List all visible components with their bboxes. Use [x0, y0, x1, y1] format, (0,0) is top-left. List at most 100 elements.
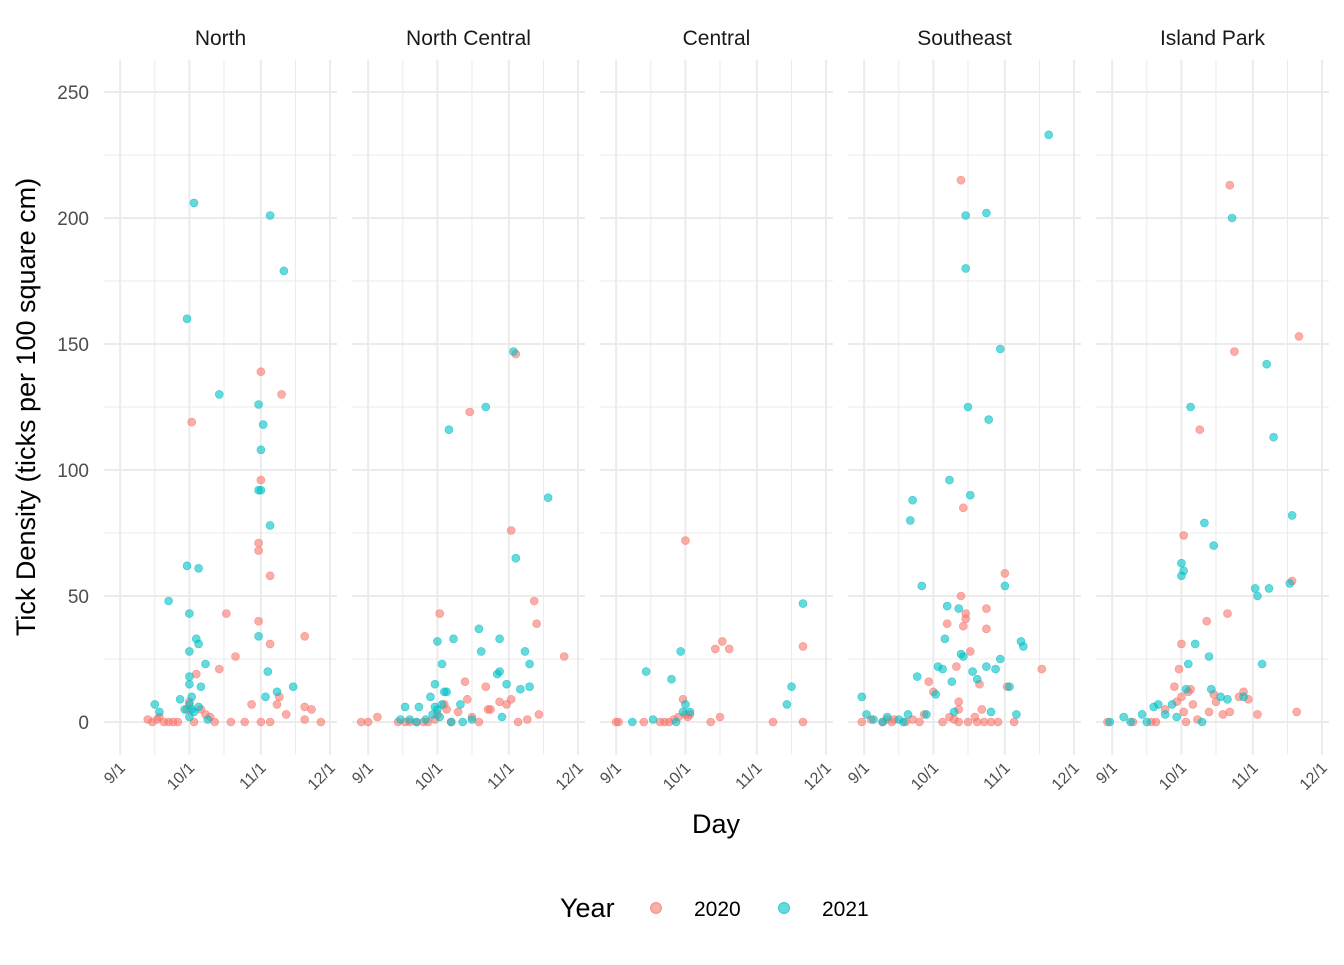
data-point: [961, 211, 971, 220]
data-point: [1186, 402, 1195, 412]
data-point: [857, 717, 867, 727]
data-point: [265, 717, 275, 727]
data-point: [1177, 692, 1186, 702]
data-point: [261, 692, 270, 702]
data-point: [1230, 347, 1239, 356]
data-point: [1209, 541, 1218, 550]
x-tick-label: 11/1: [732, 760, 765, 793]
data-point: [254, 616, 263, 626]
data-point: [954, 697, 964, 707]
data-point: [912, 672, 922, 681]
data-point: [194, 639, 203, 649]
data-point: [984, 415, 994, 424]
data-point: [938, 664, 947, 674]
data-point: [256, 717, 266, 727]
data-point: [194, 702, 203, 712]
data-point: [798, 642, 808, 651]
data-point: [534, 710, 544, 719]
facet-strip-label: Southeast: [917, 27, 1012, 50]
data-point: [899, 717, 908, 727]
data-point: [676, 647, 686, 656]
data-point: [247, 700, 256, 709]
data-point: [982, 208, 991, 218]
x-tick-label: 11/1: [236, 760, 269, 793]
x-tick-label: 9/1: [845, 760, 873, 788]
data-point: [277, 390, 286, 399]
data-point: [164, 596, 173, 606]
data-point: [462, 694, 472, 704]
data-point: [513, 717, 523, 727]
data-point: [715, 712, 725, 722]
data-point: [922, 710, 931, 719]
gridlines: [1096, 60, 1329, 755]
data-point: [857, 692, 867, 702]
data-point: [215, 390, 224, 399]
data-point: [150, 700, 160, 709]
data-point: [908, 495, 917, 505]
data-point: [1105, 717, 1115, 727]
data-point: [1253, 591, 1262, 601]
data-point: [460, 677, 470, 687]
data-point: [982, 662, 991, 671]
data-point: [798, 599, 808, 608]
data-point: [435, 712, 445, 722]
data-point: [1294, 332, 1304, 341]
data-point: [917, 581, 927, 591]
y-tick-label: 50: [68, 587, 89, 608]
data-point: [710, 644, 720, 654]
data-points: [1103, 180, 1304, 727]
data-point: [1181, 684, 1191, 694]
facet-panel: Island Park 9/1 10/1 11/1 12/1: [1093, 27, 1331, 794]
data-point: [155, 707, 164, 717]
data-point: [1197, 717, 1207, 727]
data-point: [972, 674, 982, 684]
data-point: [446, 717, 456, 727]
data-point: [453, 707, 463, 717]
data-point: [706, 717, 716, 727]
data-point: [787, 682, 796, 692]
data-point: [497, 712, 507, 722]
data-point: [671, 717, 681, 727]
data-point: [1142, 717, 1152, 727]
data-point: [1177, 558, 1186, 568]
x-tick-label: 10/1: [660, 760, 694, 794]
data-point: [272, 700, 282, 709]
data-point: [995, 654, 1005, 664]
data-point: [522, 715, 532, 724]
data-point: [495, 667, 504, 676]
data-point: [1207, 684, 1216, 694]
data-point: [869, 715, 878, 724]
data-points: [356, 347, 569, 727]
data-point: [1167, 700, 1177, 709]
gridlines: [352, 60, 585, 755]
data-point: [263, 667, 273, 676]
data-point: [1151, 717, 1161, 727]
data-point: [1005, 682, 1014, 692]
data-point: [1000, 581, 1010, 591]
data-point: [525, 682, 534, 692]
data-point: [915, 717, 924, 727]
data-point: [412, 717, 421, 727]
data-point: [1000, 568, 1010, 578]
data-point: [525, 659, 534, 669]
data-point: [272, 687, 282, 697]
x-tick-label: 9/1: [1093, 760, 1121, 788]
data-point: [1172, 712, 1181, 722]
data-point: [256, 475, 266, 485]
data-point: [201, 659, 210, 669]
data-point: [958, 503, 968, 513]
data-point: [1202, 616, 1211, 626]
data-point: [516, 684, 525, 694]
x-tick-label: 10/1: [1156, 760, 1190, 794]
data-point: [203, 715, 213, 724]
data-point: [938, 717, 947, 727]
x-tick-label: 11/1: [1228, 760, 1261, 793]
data-point: [1200, 518, 1209, 528]
data-point: [396, 715, 405, 724]
data-point: [717, 637, 727, 646]
data-point: [1204, 707, 1214, 717]
data-point: [185, 647, 194, 656]
data-point: [1179, 707, 1188, 717]
data-point: [254, 631, 263, 641]
data-point: [1195, 425, 1205, 435]
